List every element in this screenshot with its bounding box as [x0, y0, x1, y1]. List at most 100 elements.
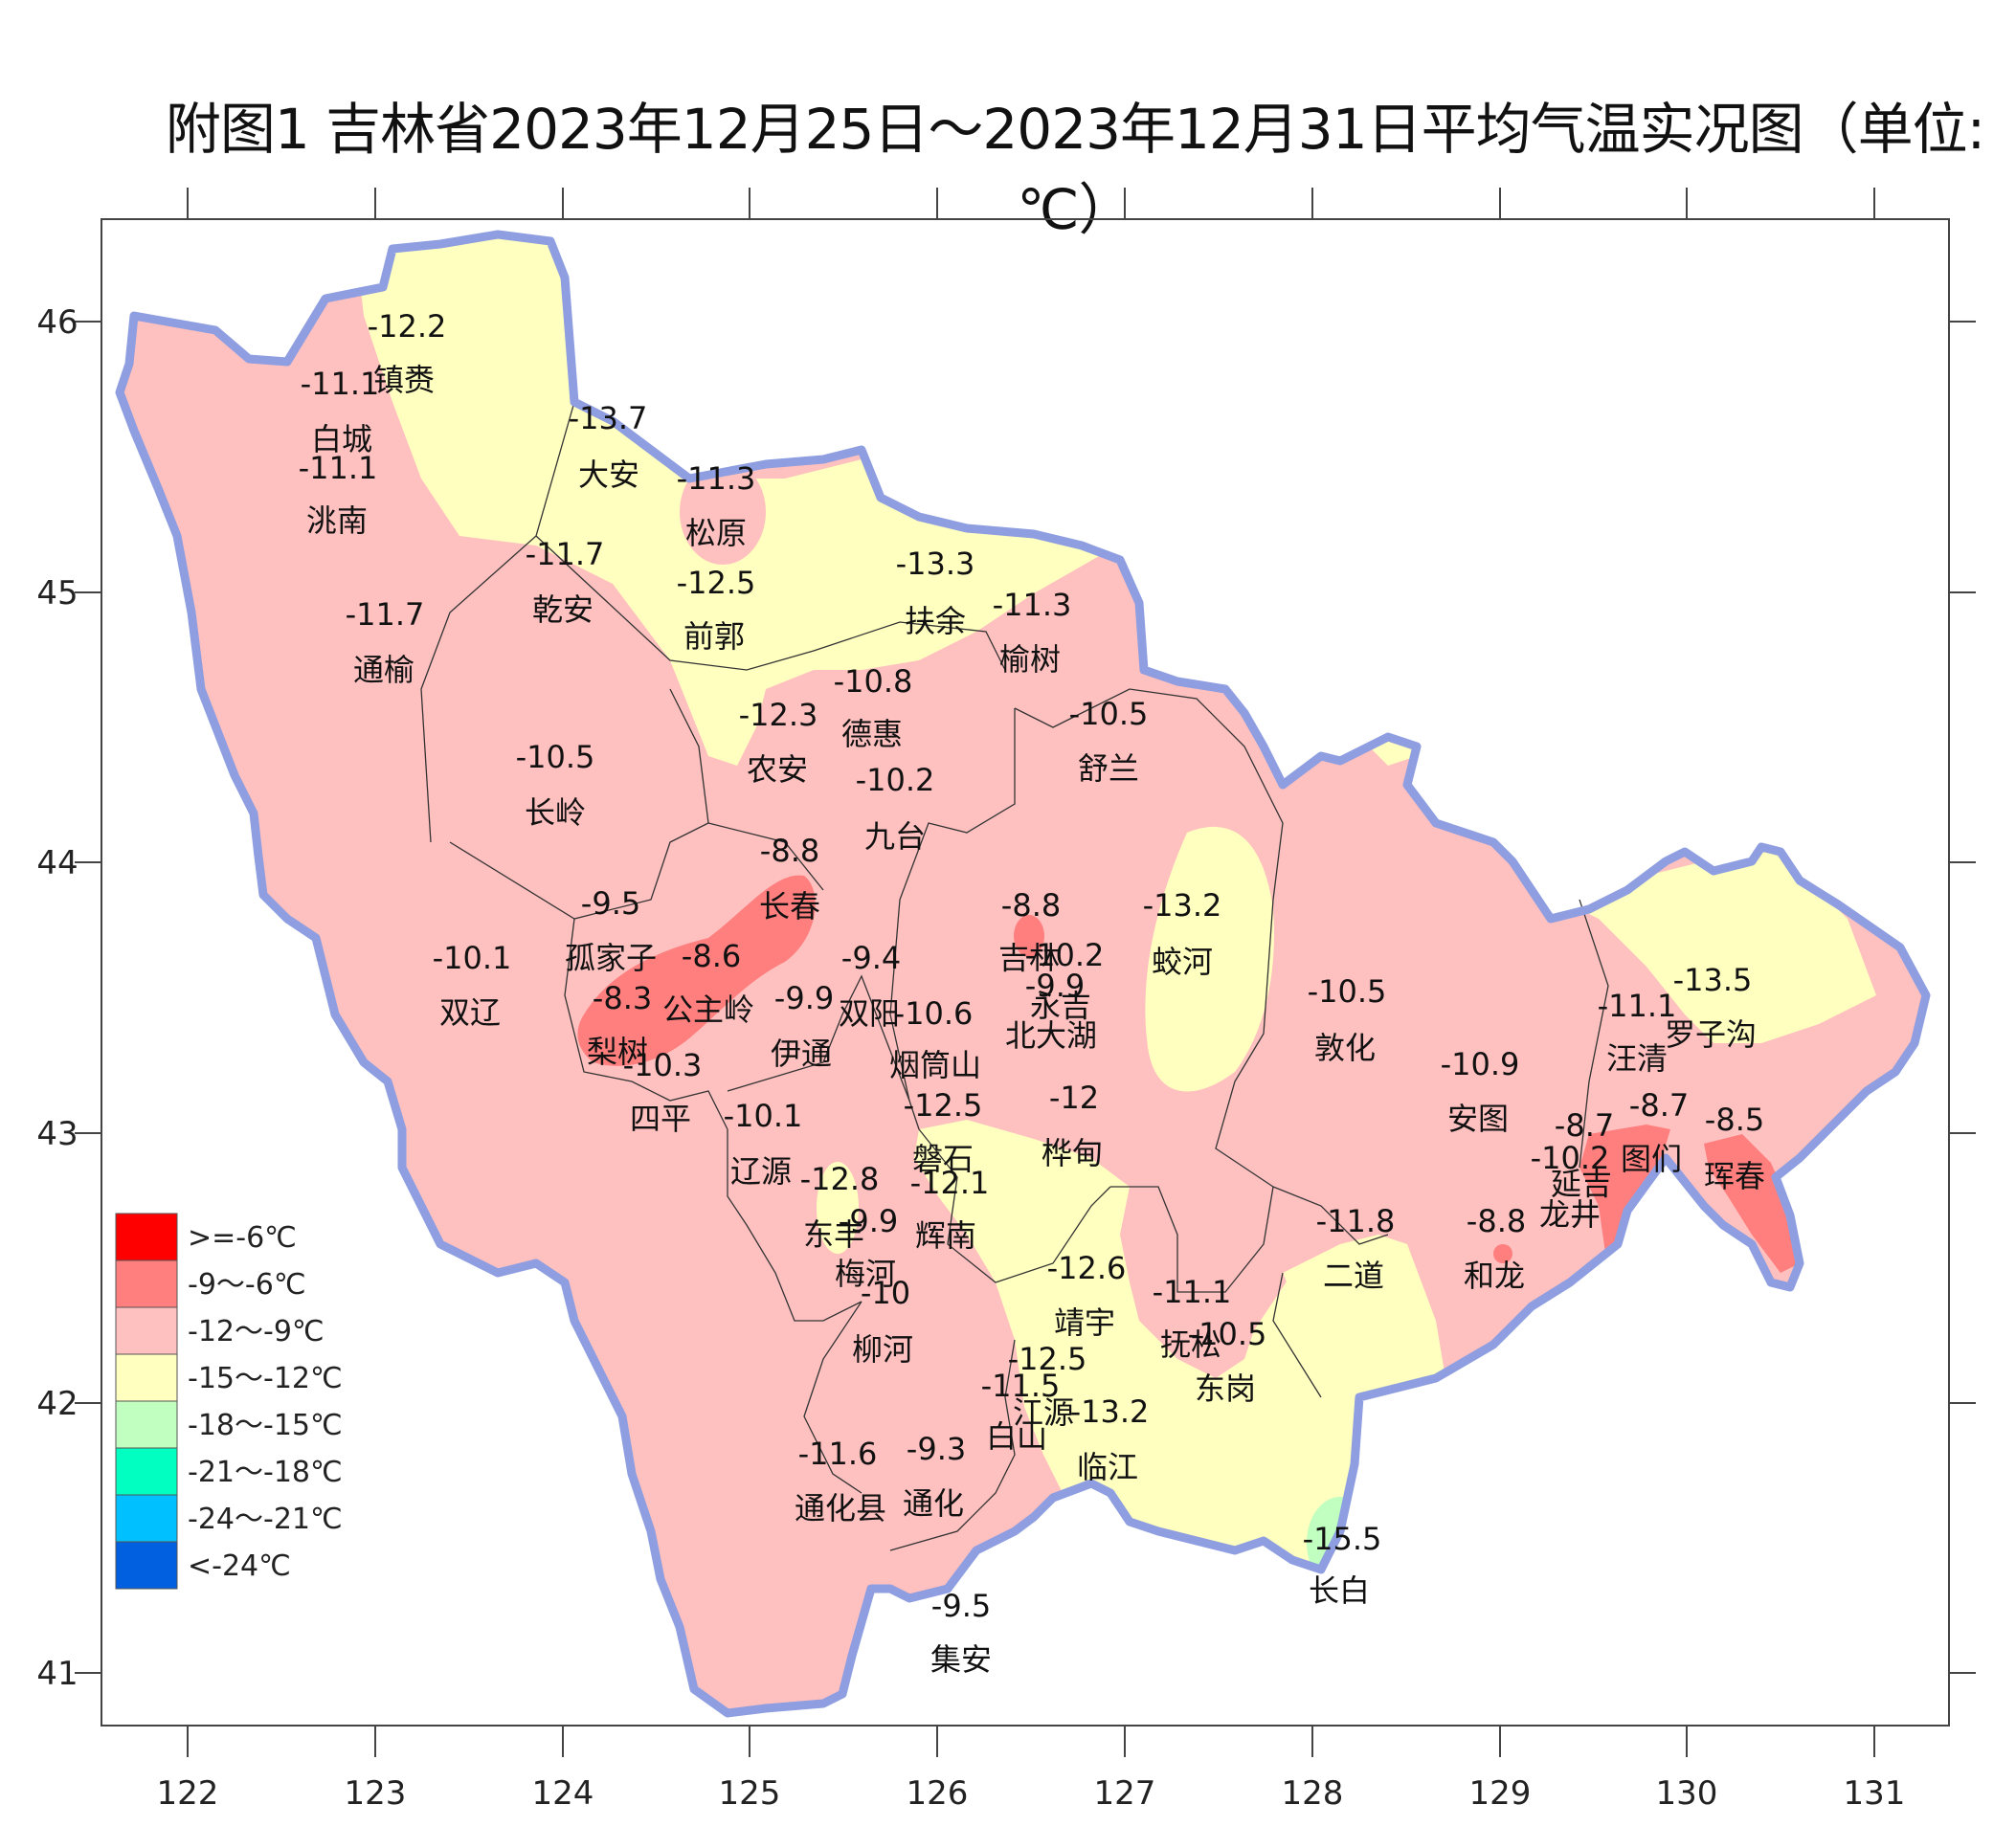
station-value: -13.3 [896, 546, 975, 582]
station-name: 抚松 [1160, 1326, 1221, 1363]
boundary-panshi [918, 1128, 1111, 1283]
station-value: -13.5 [1673, 962, 1753, 998]
boundary-baishan [889, 1339, 1016, 1551]
station-name: 榆树 [999, 641, 1061, 678]
zone-luozigou [1560, 842, 1876, 1043]
station-name: 临江 [1077, 1449, 1138, 1485]
county-boundaries [420, 401, 1609, 1551]
station-value: -12.5 [1008, 1341, 1087, 1377]
lon-tick-label: 125 [719, 1774, 781, 1813]
station-value: -10.2 [856, 762, 935, 798]
station-value: -10.1 [724, 1098, 803, 1134]
legend: >=-6℃ -9～-6℃ -12～-9℃ -15～-12℃ -18～-15℃ -21～-1… [115, 1213, 343, 1590]
station-name: 前郭 [683, 618, 745, 655]
lon-tick-label: 127 [1094, 1774, 1156, 1813]
station-name: 柳河 [852, 1331, 913, 1368]
station-value: -13.7 [569, 400, 648, 436]
zone-helong-dot [1493, 1244, 1512, 1263]
legend-label: -9～-6℃ [188, 1268, 306, 1302]
map-title: 附图1 吉林省2023年12月25日～2023年12月31日平均气温实况图（单位… [165, 97, 1985, 242]
zone-erdao [1283, 1235, 1445, 1397]
station-name: 通化县 [795, 1490, 886, 1526]
station-value: -10.1 [433, 940, 512, 976]
zone-jilin-dot [1014, 915, 1044, 957]
boundary-songyuan-south [535, 535, 1006, 671]
station-value: -11.8 [1316, 1203, 1396, 1239]
boundary-baicheng-songyuan [420, 401, 575, 843]
station-name: 农安 [747, 751, 808, 788]
legend-swatch [115, 1494, 178, 1543]
station-name: 和龙 [1464, 1258, 1525, 1294]
boundary-liuhe [803, 1301, 862, 1494]
legend-swatch [115, 1447, 178, 1496]
station-value: -8.8 [1001, 887, 1061, 924]
station-value: -9.9 [839, 1203, 898, 1239]
station-value: -13.2 [1143, 887, 1222, 924]
legend-label: <-24℃ [188, 1549, 291, 1583]
station-name: 东丰 [803, 1216, 864, 1253]
station-value: -11.1 [1598, 988, 1677, 1024]
station-value: -12.2 [368, 308, 447, 345]
station-value: -11.1 [1153, 1274, 1232, 1310]
station-name: 磐石 [912, 1141, 974, 1177]
station-name: 通化 [903, 1485, 964, 1522]
station-value: -11.6 [798, 1436, 878, 1472]
station-value: -9.3 [907, 1431, 966, 1467]
station-value: -9.9 [1025, 968, 1085, 1004]
boundary-changchun-jilin [889, 708, 1016, 1102]
station-name: 辉南 [915, 1217, 976, 1254]
station-name: 敦化 [1314, 1030, 1376, 1066]
legend-swatch [115, 1353, 178, 1402]
station-name: 安图 [1447, 1101, 1509, 1137]
station-name: 江源 [1013, 1394, 1074, 1431]
boundary-wangqing [1579, 899, 1609, 1169]
lon-tick-label: 122 [157, 1774, 219, 1813]
station-value: -8.5 [1705, 1102, 1764, 1138]
boundary-liaoyuan [727, 974, 920, 1130]
station-value: -12.5 [677, 565, 756, 601]
station-name: 梅河 [835, 1256, 896, 1292]
station-value: -12.6 [1047, 1250, 1127, 1286]
station-labels: -12.2镇赉-11.1白城-11.1洮南-13.7大安 -11.3松原-11.7… [299, 308, 1765, 1678]
station-value: -10.5 [1308, 973, 1387, 1010]
lon-tick-label: 126 [907, 1774, 969, 1813]
station-value: -11.3 [677, 460, 756, 497]
station-value: -11.7 [526, 536, 605, 572]
station-name: 通榆 [353, 652, 414, 688]
station-value: -10.2 [1025, 937, 1105, 973]
station-value: -8.3 [593, 980, 652, 1016]
station-name: 乾安 [532, 591, 594, 628]
station-value: -10 [861, 1275, 910, 1311]
station-name: 辽源 [730, 1153, 792, 1190]
lat-tick-label: 43 [36, 1115, 78, 1153]
station-name: 桦甸 [1042, 1135, 1103, 1171]
station-value: -12.5 [904, 1087, 983, 1124]
station-name: 龙井 [1539, 1196, 1601, 1233]
station-value: -11.1 [299, 450, 378, 486]
station-name: 四平 [630, 1101, 691, 1137]
station-name: 延吉 [1551, 1166, 1612, 1202]
legend-swatch [115, 1541, 178, 1590]
legend-label: -24～-21℃ [188, 1503, 343, 1536]
station-value: -9.4 [841, 940, 901, 976]
zone-hunchun [1704, 1134, 1800, 1273]
station-value: -9.9 [774, 980, 834, 1016]
station-value: -11.5 [981, 1368, 1061, 1404]
station-value: -8.6 [682, 938, 741, 974]
station-value: -10.8 [834, 663, 913, 700]
station-name: 白山 [986, 1418, 1047, 1455]
station-name: 蛟河 [1152, 944, 1213, 980]
station-value: -10.2 [1531, 1140, 1610, 1176]
station-value: -13.2 [1070, 1393, 1150, 1430]
station-value: -8.7 [1555, 1107, 1614, 1144]
lon-tick-label: 123 [345, 1774, 407, 1813]
station-value: -9.5 [581, 885, 640, 922]
station-name: 吉林 [998, 940, 1060, 976]
station-value: -11.7 [346, 596, 425, 633]
station-value: -10.5 [1188, 1316, 1267, 1352]
lat-tick-label: 44 [36, 844, 78, 882]
legend-label: -18～-15℃ [188, 1409, 343, 1442]
legend-label: -12～-9℃ [188, 1315, 325, 1348]
zone-tumen [1579, 1125, 1670, 1282]
lat-tick-label: 45 [36, 574, 78, 613]
